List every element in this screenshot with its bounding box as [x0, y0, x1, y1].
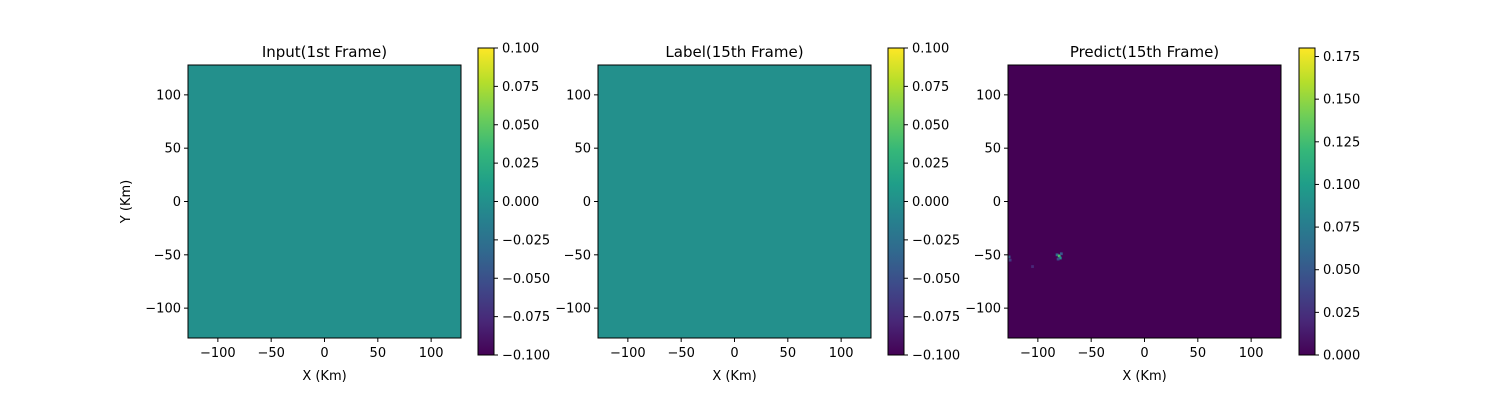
x-tick-label: 100 [1239, 346, 1264, 361]
heatmap-cell [1055, 253, 1059, 257]
colorbar-tick-label: −0.075 [502, 310, 550, 325]
colorbar-tick-label: 0.025 [502, 157, 539, 172]
colorbar-tick-label: 0.025 [1323, 306, 1360, 321]
chart-title: Label(15th Frame) [665, 43, 803, 61]
colorbar [1298, 47, 1316, 356]
heatmap-field [1008, 65, 1281, 338]
y-tick-label: −50 [974, 248, 1001, 263]
x-tick-label: 50 [1190, 346, 1207, 361]
colorbar-tick-label: 0.100 [912, 42, 949, 57]
x-tick-label: 50 [370, 346, 387, 361]
x-tick-label: 0 [730, 346, 738, 361]
colorbar-tick-label: 0.000 [912, 195, 949, 210]
colorbar-tick-label: 0.075 [912, 80, 949, 95]
heatmap-cell [1007, 255, 1011, 259]
y-tick-label: 50 [164, 142, 181, 157]
y-tick-label: −100 [555, 302, 591, 317]
heatmap-cell [1059, 252, 1063, 256]
colorbar-tick-label: 0.000 [1323, 349, 1360, 364]
colorbar-tick-label: −0.100 [912, 349, 960, 364]
y-tick-label: 50 [574, 142, 591, 157]
y-tick-label: 0 [993, 195, 1001, 210]
chart-title: Predict(15th Frame) [1070, 43, 1219, 61]
x-tick-label: 0 [320, 346, 328, 361]
heatmap-cell [1008, 258, 1012, 262]
panel-2: −100 −50 0 50 100 −100 −50 0 50 100 Label(15th Fra… [555, 42, 960, 385]
y-tick-label: 0 [173, 195, 181, 210]
x-tick-label: −50 [257, 346, 284, 361]
colorbar-tick-label: 0.050 [502, 118, 539, 133]
colorbar-tick-label: −0.025 [912, 233, 960, 248]
colorbar-tick-label: 0.100 [502, 42, 539, 57]
x-tick-label: −50 [1077, 346, 1104, 361]
y-tick-label: 100 [156, 88, 181, 103]
y-tick-label: 50 [984, 142, 1001, 157]
colorbar-tick-label: −0.050 [912, 272, 960, 287]
chart-title: Input(1st Frame) [262, 43, 387, 61]
colorbar-tick-label: 0.125 [1323, 135, 1360, 150]
heatmap-cell [1031, 265, 1034, 268]
heatmap-cell [1056, 257, 1060, 261]
x-axis-label: X (Km) [712, 369, 756, 384]
colorbar-tick-label: 0.075 [1323, 221, 1360, 236]
colorbar-tick-label: −0.075 [912, 310, 960, 325]
heatmap-cell [1057, 254, 1061, 258]
colorbar-tick-label: 0.025 [912, 157, 949, 172]
x-axis-label: X (Km) [302, 369, 346, 384]
x-tick-label: −100 [200, 346, 236, 361]
heatmap-field [188, 65, 461, 338]
x-tick-label: 100 [829, 346, 854, 361]
x-tick-label: −50 [667, 346, 694, 361]
colorbar-tick-label: −0.025 [502, 233, 550, 248]
y-tick-label: 0 [583, 195, 591, 210]
heatmap-field [598, 65, 871, 338]
y-axis-label: Y (Km) [119, 180, 134, 224]
colorbar [477, 47, 495, 356]
colorbar-tick-label: 0.150 [1323, 93, 1360, 108]
heatmap-cell [1058, 256, 1062, 260]
y-tick-label: −100 [965, 302, 1001, 317]
y-tick-label: −50 [564, 248, 591, 263]
colorbar-tick-label: 0.175 [1323, 50, 1360, 65]
colorbar-tick-label: 0.100 [1323, 178, 1360, 193]
x-tick-label: 100 [419, 346, 444, 361]
colorbar-tick-label: 0.050 [1323, 263, 1360, 278]
x-tick-label: 50 [780, 346, 797, 361]
colorbar-tick-label: 0.075 [502, 80, 539, 95]
y-tick-label: 100 [566, 88, 591, 103]
y-tick-label: −100 [145, 302, 181, 317]
panel-1: −100 −50 0 50 100 −100 −50 0 50 100 Input(1st Fram… [119, 42, 550, 385]
colorbar-tick-label: 0.000 [502, 195, 539, 210]
colorbar [887, 47, 905, 356]
colorbar-tick-label: −0.050 [502, 272, 550, 287]
x-axis-label: X (Km) [1122, 369, 1166, 384]
colorbar-tick-label: −0.100 [502, 349, 550, 364]
x-tick-label: −100 [610, 346, 646, 361]
y-tick-label: 100 [976, 88, 1001, 103]
x-tick-label: 0 [1140, 346, 1148, 361]
y-tick-label: −50 [154, 248, 181, 263]
x-tick-label: −100 [1020, 346, 1056, 361]
panel-3: −100 −50 0 50 100 −100 −50 0 50 100 Predict(15th F… [965, 43, 1360, 384]
colorbar-tick-label: 0.050 [912, 118, 949, 133]
